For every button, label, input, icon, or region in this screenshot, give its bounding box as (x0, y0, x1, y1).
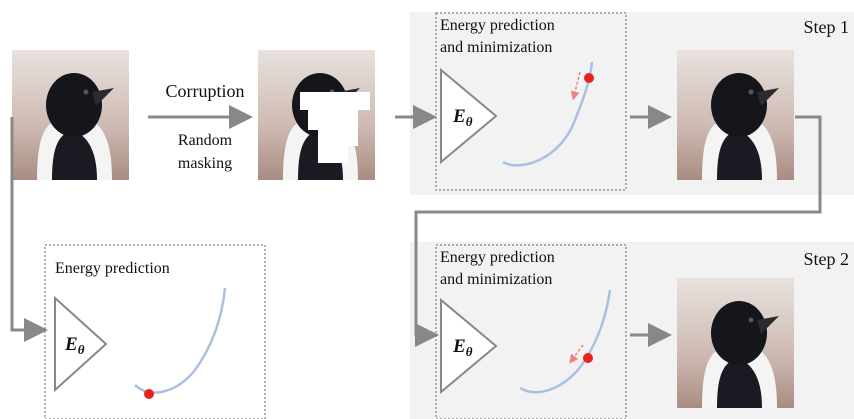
diagram: Corruption Random masking Energy predict… (0, 0, 854, 419)
box-title: and minimization (440, 39, 552, 56)
model-subscript: θ (466, 344, 473, 359)
corruption-label: Corruption (166, 81, 245, 101)
box-title: Energy prediction (440, 17, 555, 34)
model-symbol: E (64, 334, 78, 355)
energy-point (584, 73, 594, 83)
energy-point (144, 389, 154, 399)
refined-image (677, 50, 794, 180)
masked-image (258, 50, 375, 180)
box-title: and minimization (440, 271, 552, 288)
step-label: Step 1 (803, 17, 849, 37)
model-symbol: E (452, 106, 466, 127)
energy-point (583, 353, 593, 363)
refined-image (677, 278, 794, 408)
method-label: masking (178, 155, 232, 172)
model-subscript: θ (466, 114, 473, 129)
input-image (12, 50, 129, 180)
method-label: Random (178, 132, 233, 149)
step-label: Step 2 (803, 249, 849, 269)
model-subscript: θ (78, 342, 85, 357)
model-symbol: E (452, 336, 466, 357)
energy-curve (135, 288, 225, 393)
box-title: Energy prediction (440, 249, 555, 266)
box-title: Energy prediction (55, 260, 170, 277)
